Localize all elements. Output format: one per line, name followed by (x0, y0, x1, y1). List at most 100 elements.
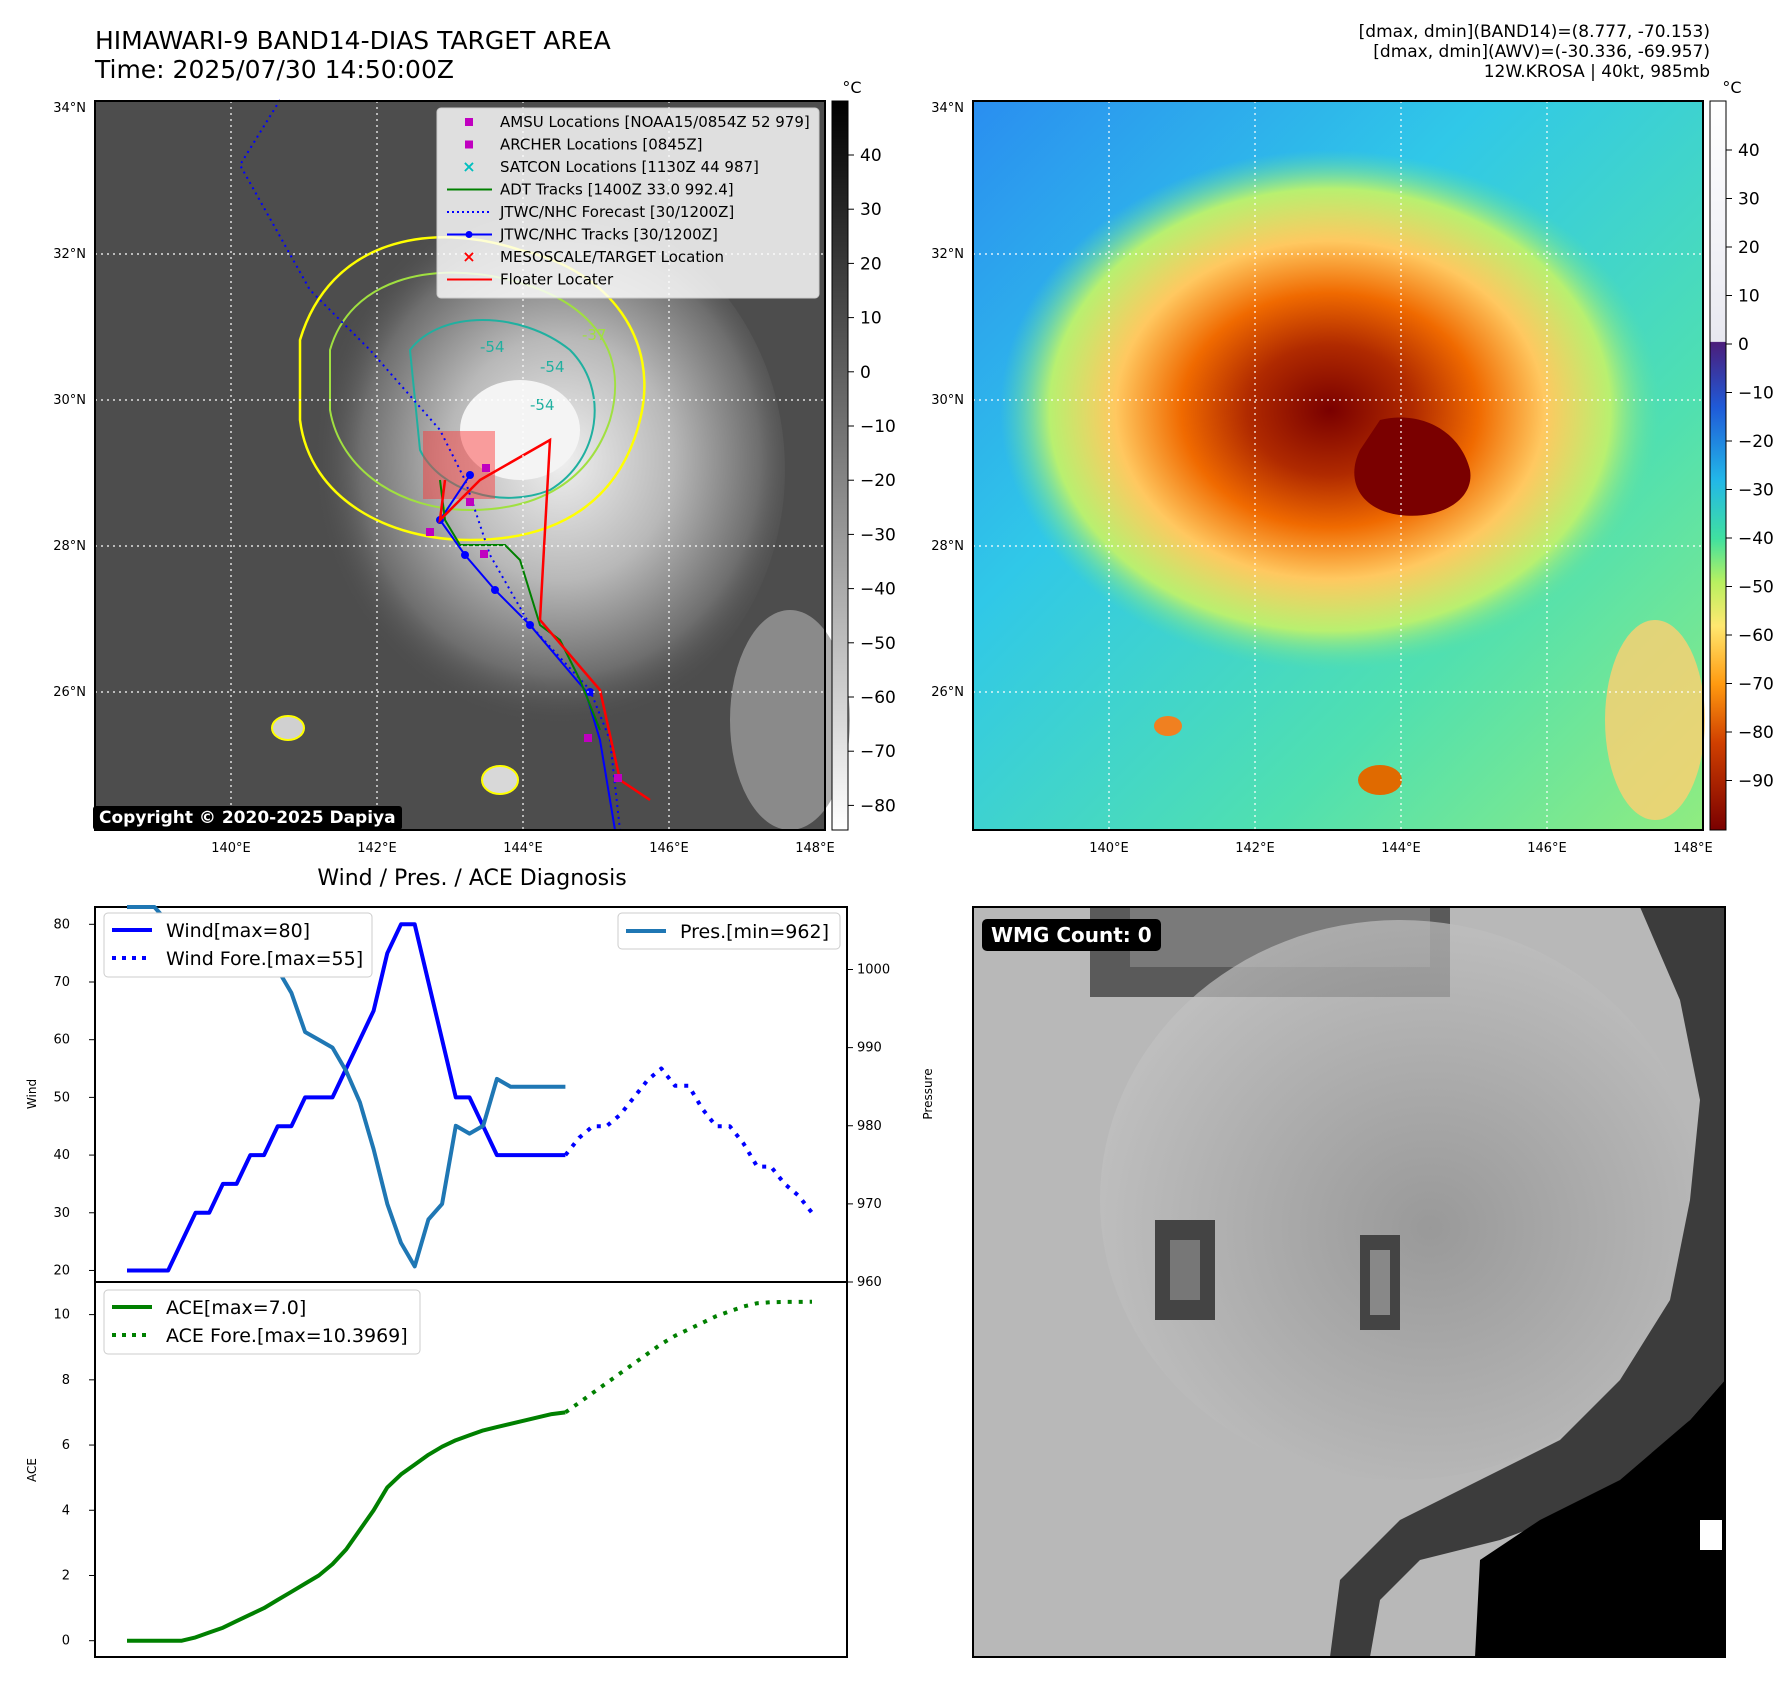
ir-cloud-east (730, 610, 850, 830)
wmg-frame (972, 906, 1726, 1658)
map-legend: AMSU Locations [NOAA15/0854Z 52 979] ARCH… (436, 107, 820, 299)
colorbar-tick-label: −30 (1738, 481, 1774, 501)
colorbar-tick-label: −70 (860, 742, 896, 762)
color-lat-32: 32°N (931, 247, 964, 262)
legend-entry: ARCHER Locations [0845Z] (465, 136, 703, 154)
wind-ytick-label: 80 (53, 917, 70, 932)
color-map-lon-labels: 140°E 142°E 144°E 146°E 148°E (1089, 841, 1713, 856)
wmg-black-region (1475, 1380, 1725, 1657)
color-cloud-east (1605, 620, 1705, 820)
colorbar-tick-label: 0 (860, 363, 871, 383)
ace-chart: 0 2 4 6 8 10 (53, 1299, 813, 1649)
meta-line-3: 12W.KROSA | 40kt, 985mb (1483, 62, 1710, 82)
ir-lat-30: 30°N (53, 393, 86, 408)
ir-lon-148: 148°E (795, 841, 835, 856)
wind-fore-legend-label: Wind Fore.[max=55] (166, 948, 363, 970)
pressure-ytick-label: 980 (857, 1119, 882, 1134)
wind-legend-label: Wind[max=80] (166, 920, 310, 942)
ir-map-lon-labels: 140°E 142°E 144°E 146°E 148°E (211, 841, 835, 856)
wind-ytick-label: 40 (53, 1148, 70, 1163)
wmg-white-patch (1700, 1520, 1722, 1550)
pressure-legend: Pres.[min=962] (617, 912, 841, 950)
legend-entry: × MESOSCALE/TARGET Location (462, 247, 724, 266)
ir-lon-140: 140°E (211, 841, 251, 856)
ir-lat-28: 28°N (53, 539, 86, 554)
wind-ytick-label: 20 (53, 1263, 70, 1278)
ace-ytick-label: 10 (53, 1308, 70, 1323)
meta-line-1: [dmax, dmin](BAND14)=(8.777, -70.153) (1358, 22, 1710, 42)
colorbar-tick-label: −70 (1738, 675, 1774, 695)
colorbar-tick-label: −60 (1738, 626, 1774, 646)
color-lat-30: 30°N (931, 393, 964, 408)
wmg-center-blob (1100, 920, 1700, 1480)
legend-entry: AMSU Locations [NOAA15/0854Z 52 979] (465, 113, 810, 131)
ir-map-frame (94, 100, 826, 831)
ace-ytick-label: 0 (62, 1634, 70, 1649)
legend-entry: × SATCON Locations [1130Z 44 987] (462, 157, 759, 176)
contour-label-4: -37 (582, 326, 607, 344)
title-line-2: Time: 2025/07/30 14:50:00Z (95, 55, 454, 84)
wind-ytick-label: 50 (53, 1090, 70, 1105)
ace-legend-label: ACE[max=7.0] (166, 1297, 306, 1319)
wmg-dark-band (1330, 907, 1725, 1657)
figure-title: HIMAWARI-9 BAND14-DIAS TARGET AREA Time:… (95, 26, 611, 84)
colorbar-tick-label: 0 (1738, 335, 1749, 355)
legend-marker-square (465, 140, 473, 149)
color-cloud-islet-2 (1154, 716, 1182, 736)
wind-legend-box (103, 912, 373, 978)
ir-cloud-islet-2 (481, 765, 519, 795)
ace-ytick-label: 8 (62, 1373, 70, 1388)
ace-ytick-label: 4 (62, 1503, 70, 1518)
pressure-legend-box (617, 912, 841, 950)
colorbar-tick-label: 10 (860, 309, 882, 329)
legend-marker-x: × (462, 157, 475, 176)
contour-yellow (298, 235, 646, 542)
pressure-axis-label: Pressure (921, 1068, 935, 1119)
ir-map-panel: -54 -54 -54 -37 AMSU Locati (53, 78, 896, 856)
colorbar-tick-label: 40 (1738, 141, 1760, 161)
colorbar-tick-label: −10 (860, 417, 896, 437)
colorbar-tick-label: 30 (1738, 190, 1760, 210)
color-lon-146: 146°E (1527, 841, 1567, 856)
ir-lat-26: 26°N (53, 685, 86, 700)
wmg-cell-block-1-inner (1170, 1240, 1200, 1300)
wmg-cell-block-2-inner (1370, 1250, 1390, 1315)
color-colorbar-ticks: 40 30 20 10 0 −10 −20 −30 −40 −50 −60 −70 −80 −90 (1726, 141, 1774, 792)
colorbar-tick-label: −80 (860, 796, 896, 816)
colorbar-tick-label: 20 (860, 254, 882, 274)
color-colorbar (1709, 100, 1727, 831)
ace-legend: ACE[max=7.0] ACE Fore.[max=10.3969] (103, 1289, 421, 1355)
colorbar-tick-label: −50 (1738, 578, 1774, 598)
legend-entry: Floater Locater (447, 271, 614, 289)
color-lat-28: 28°N (931, 539, 964, 554)
diagnosis-title: Wind / Pres. / ACE Diagnosis (317, 866, 626, 891)
colorbar-tick-label: −40 (860, 580, 896, 600)
copyright-badge: Copyright © 2020-2025 Dapiya (93, 806, 402, 830)
legend-entry: JTWC/NHC Tracks [30/1200Z] (447, 226, 718, 244)
colorbar-tick-label: −20 (860, 471, 896, 491)
jtwc-track (438, 474, 616, 831)
ace-fore-legend-label: ACE Fore.[max=10.3969] (166, 1325, 408, 1347)
colorbar-tick-label: −40 (1738, 529, 1774, 549)
contour-label-2: -54 (540, 358, 565, 376)
wmg-panel (972, 906, 1726, 1658)
pressure-ytick-label: 960 (857, 1275, 882, 1290)
colorbar-tick-label: −20 (1738, 432, 1774, 452)
wind-ytick-label: 30 (53, 1206, 70, 1221)
ir-lat-32: 32°N (53, 247, 86, 262)
color-lon-140: 140°E (1089, 841, 1129, 856)
legend-label: JTWC/NHC Forecast [30/1200Z] (499, 203, 734, 221)
legend-entry: JTWC/NHC Forecast [30/1200Z] (447, 203, 734, 221)
color-storm-swirl (1000, 150, 1660, 670)
ace-legend-box (103, 1289, 421, 1355)
legend-label: SATCON Locations [1130Z 44 987] (500, 158, 759, 176)
ir-map-lat-labels: 34°N 32°N 30°N 28°N 26°N (53, 101, 86, 700)
legend-label: Floater Locater (500, 271, 614, 289)
gray-colorbar-ticks: 40 30 20 10 0 −10 −20 −30 −40 −50 −60 −70 −80 (848, 146, 896, 816)
legend-label: JTWC/NHC Tracks [30/1200Z] (499, 226, 718, 244)
color-cloud-islet (1358, 765, 1402, 795)
wind-ytick-label: 70 (53, 975, 70, 990)
color-lon-148: 148°E (1673, 841, 1713, 856)
colorbar-tick-label: −60 (860, 688, 896, 708)
